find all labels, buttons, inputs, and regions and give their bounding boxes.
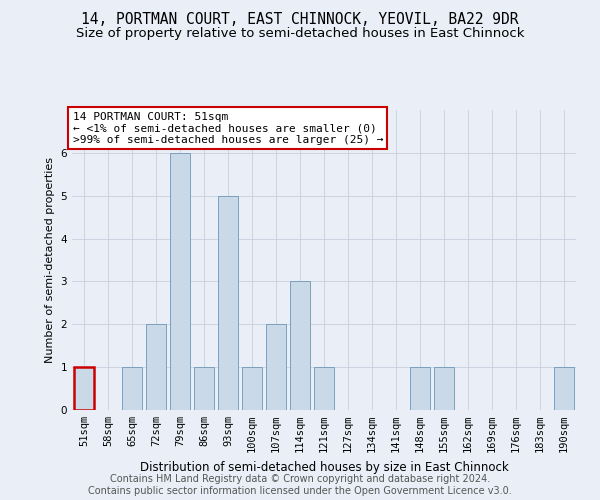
Text: 14 PORTMAN COURT: 51sqm
← <1% of semi-detached houses are smaller (0)
>99% of se: 14 PORTMAN COURT: 51sqm ← <1% of semi-de… — [73, 112, 383, 144]
Bar — [242, 367, 262, 410]
Bar — [194, 367, 214, 410]
Bar — [218, 196, 238, 410]
Bar — [122, 367, 142, 410]
Text: 14, PORTMAN COURT, EAST CHINNOCK, YEOVIL, BA22 9DR: 14, PORTMAN COURT, EAST CHINNOCK, YEOVIL… — [81, 12, 519, 28]
Bar — [554, 367, 574, 410]
Bar — [290, 282, 310, 410]
X-axis label: Distribution of semi-detached houses by size in East Chinnock: Distribution of semi-detached houses by … — [140, 460, 508, 473]
Text: Contains HM Land Registry data © Crown copyright and database right 2024.: Contains HM Land Registry data © Crown c… — [110, 474, 490, 484]
Bar — [266, 324, 286, 410]
Y-axis label: Number of semi-detached properties: Number of semi-detached properties — [45, 157, 55, 363]
Text: Size of property relative to semi-detached houses in East Chinnock: Size of property relative to semi-detach… — [76, 28, 524, 40]
Bar — [410, 367, 430, 410]
Bar — [146, 324, 166, 410]
Bar — [434, 367, 454, 410]
Bar — [74, 367, 94, 410]
Bar — [170, 153, 190, 410]
Bar — [314, 367, 334, 410]
Text: Contains public sector information licensed under the Open Government Licence v3: Contains public sector information licen… — [88, 486, 512, 496]
